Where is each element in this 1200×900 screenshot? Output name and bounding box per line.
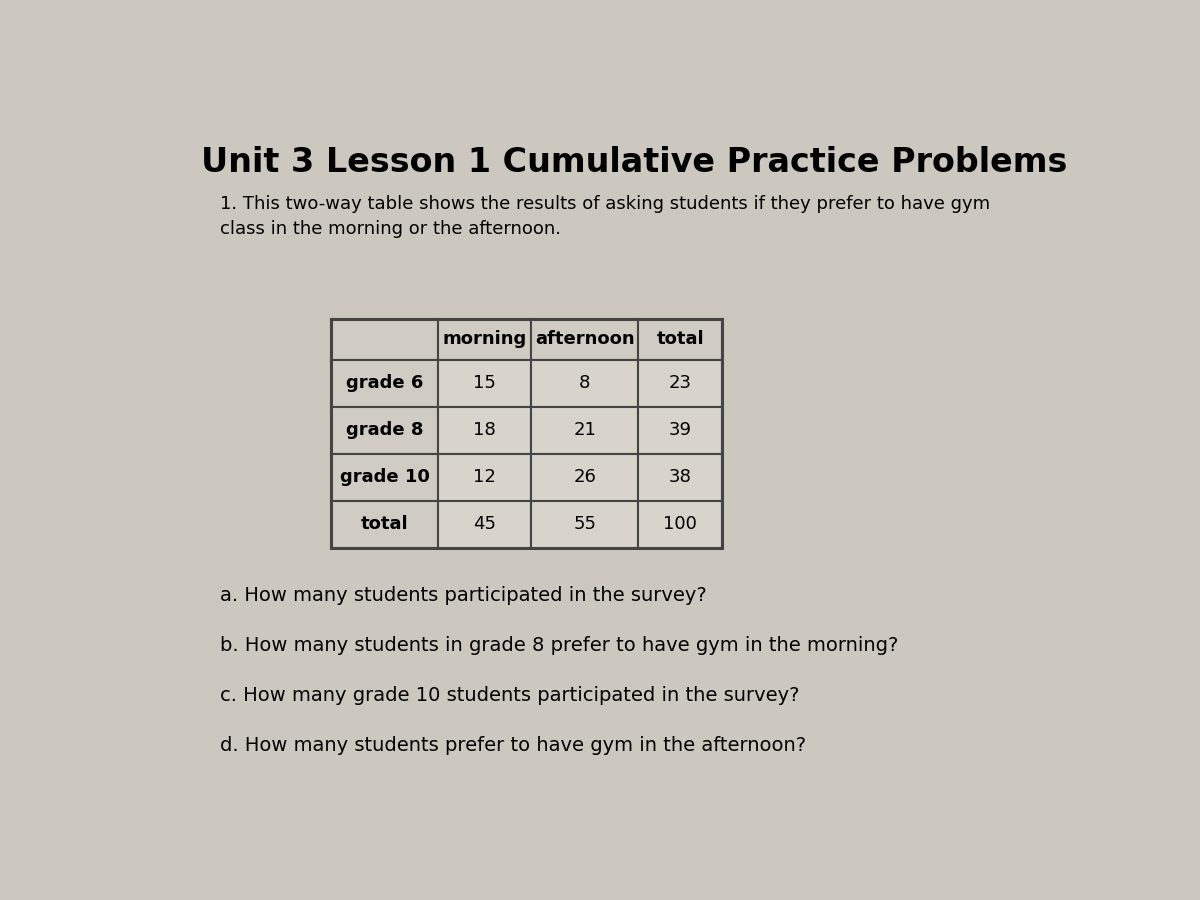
Text: 15: 15 <box>473 374 497 392</box>
Bar <box>331 501 438 548</box>
Bar <box>638 454 722 501</box>
Text: 1. This two-way table shows the results of asking students if they prefer to hav: 1. This two-way table shows the results … <box>220 194 990 238</box>
Text: 45: 45 <box>473 516 497 534</box>
Bar <box>532 501 638 548</box>
Bar <box>532 320 638 360</box>
Bar <box>438 407 532 454</box>
Text: 18: 18 <box>474 421 496 439</box>
Bar <box>532 454 638 501</box>
Text: 21: 21 <box>574 421 596 439</box>
Bar <box>438 501 532 548</box>
Bar <box>331 454 438 501</box>
Bar <box>331 407 438 454</box>
Bar <box>638 320 722 360</box>
Text: d. How many students prefer to have gym in the afternoon?: d. How many students prefer to have gym … <box>220 736 806 755</box>
Text: c. How many grade 10 students participated in the survey?: c. How many grade 10 students participat… <box>220 686 799 705</box>
Text: 39: 39 <box>668 421 691 439</box>
Text: grade 6: grade 6 <box>346 374 424 392</box>
Bar <box>638 501 722 548</box>
Bar <box>331 320 722 548</box>
Text: grade 10: grade 10 <box>340 468 430 486</box>
Text: 23: 23 <box>668 374 691 392</box>
Bar <box>532 360 638 407</box>
Text: Unit 3 Lesson 1 Cumulative Practice Problems: Unit 3 Lesson 1 Cumulative Practice Prob… <box>202 146 1068 179</box>
Text: afternoon: afternoon <box>535 330 635 348</box>
Bar <box>331 320 438 360</box>
Bar <box>638 360 722 407</box>
Text: 100: 100 <box>664 516 697 534</box>
Bar <box>438 454 532 501</box>
Bar <box>638 407 722 454</box>
Text: 55: 55 <box>574 516 596 534</box>
Text: total: total <box>656 330 704 348</box>
Bar <box>438 320 532 360</box>
Text: 8: 8 <box>580 374 590 392</box>
Text: total: total <box>361 516 409 534</box>
Text: grade 8: grade 8 <box>346 421 424 439</box>
Bar <box>438 360 532 407</box>
Text: a. How many students participated in the survey?: a. How many students participated in the… <box>220 586 707 605</box>
Text: 26: 26 <box>574 468 596 486</box>
Text: b. How many students in grade 8 prefer to have gym in the morning?: b. How many students in grade 8 prefer t… <box>220 636 898 655</box>
Bar <box>331 360 438 407</box>
Text: 12: 12 <box>473 468 497 486</box>
Bar <box>532 407 638 454</box>
Text: morning: morning <box>443 330 527 348</box>
Text: 38: 38 <box>668 468 691 486</box>
